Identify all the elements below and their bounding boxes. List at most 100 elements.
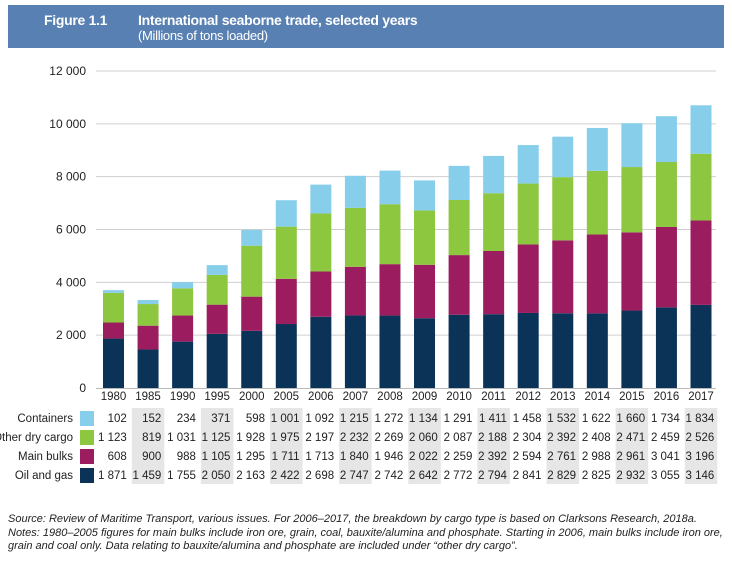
chart-title: International seaborne trade, selected y… <box>138 12 418 28</box>
data-label: 2 269 <box>374 432 403 444</box>
x-tick-label: 2013 <box>550 391 576 403</box>
bar-oil-and-gas <box>586 313 608 388</box>
table-column-shade <box>131 408 165 484</box>
data-label: 2 459 <box>651 432 680 444</box>
bar-other-dry-cargo <box>344 207 366 267</box>
bar-other-dry-cargo <box>275 226 297 279</box>
bar-oil-and-gas <box>690 304 712 388</box>
bar-main-bulks <box>344 266 366 316</box>
bar-other-dry-cargo <box>103 292 124 323</box>
x-tick-label: 1990 <box>170 391 196 403</box>
data-label: 1 532 <box>547 413 576 425</box>
footnotes: Source: Review of Maritime Transport, va… <box>8 513 724 554</box>
data-label: 371 <box>211 413 230 425</box>
data-label: 2 188 <box>478 432 507 444</box>
bar-other-dry-cargo <box>517 183 539 245</box>
data-label: 2 422 <box>271 470 300 482</box>
data-label: 1 001 <box>271 413 300 425</box>
bar-other-dry-cargo <box>241 245 263 297</box>
data-label: 3 055 <box>651 470 680 482</box>
data-label: 1 734 <box>651 413 680 425</box>
bar-other-dry-cargo <box>172 288 194 316</box>
table-column-shade <box>408 408 441 484</box>
notes-text: Notes: 1980–2005 figures for main bulks … <box>8 526 723 553</box>
data-label: 1 092 <box>305 413 334 425</box>
data-label: 2 197 <box>305 432 334 444</box>
data-label: 1 125 <box>202 432 231 444</box>
bar-containers <box>483 155 505 194</box>
data-label: 1 134 <box>409 413 438 425</box>
bar-oil-and-gas <box>517 312 539 388</box>
bar-main-bulks <box>172 315 194 342</box>
bar-other-dry-cargo <box>690 153 712 221</box>
data-label: 1 031 <box>167 432 196 444</box>
table-column-shade <box>684 408 718 484</box>
data-label: 2 825 <box>582 470 611 482</box>
data-label: 2 392 <box>547 432 576 444</box>
data-label: 2 163 <box>236 470 265 482</box>
data-label: 1 123 <box>98 432 127 444</box>
bar-containers <box>103 290 124 293</box>
bar-containers <box>414 180 436 211</box>
data-label: 2 304 <box>513 432 542 444</box>
bar-oil-and-gas <box>172 341 194 388</box>
data-label: 1 711 <box>272 451 300 463</box>
x-tick-label: 2009 <box>412 391 438 403</box>
table-column-shade <box>339 408 372 484</box>
data-label: 2 060 <box>409 432 438 444</box>
x-tick-label: 2011 <box>481 391 506 403</box>
data-label: 1 622 <box>582 413 611 425</box>
data-label: 1 105 <box>202 451 231 463</box>
stacked-bar-chart: 0 2 000 4 000 6 000 8 000 10 000 12 000 1980 198… <box>0 64 718 484</box>
bar-other-dry-cargo <box>379 204 401 265</box>
bar-containers <box>586 127 608 171</box>
bar-other-dry-cargo <box>621 167 643 233</box>
data-label: 2 022 <box>409 451 438 463</box>
bar-oil-and-gas <box>483 314 505 388</box>
bar-other-dry-cargo <box>552 177 574 241</box>
legend-label: Other dry cargo <box>0 432 73 444</box>
x-tick-label: 1995 <box>204 391 230 403</box>
bar-containers <box>517 145 539 184</box>
bar-main-bulks <box>103 322 124 339</box>
bar-other-dry-cargo <box>448 199 470 256</box>
legend-label: Containers <box>17 413 73 425</box>
bar-oil-and-gas <box>448 314 470 388</box>
bar-oil-and-gas <box>379 315 401 388</box>
data-label: 1 295 <box>236 451 265 463</box>
bar-other-dry-cargo <box>310 213 332 272</box>
data-label: 1 840 <box>340 451 369 463</box>
chart-subtitle: (Millions of tons loaded) <box>138 28 268 43</box>
data-label: 1 834 <box>685 413 714 425</box>
data-label: 2 594 <box>513 451 542 463</box>
legend-label: Oil and gas <box>15 470 73 482</box>
data-label: 1 755 <box>167 470 196 482</box>
bar-containers <box>206 265 228 275</box>
data-label: 1 411 <box>479 413 507 425</box>
data-label: 152 <box>142 413 161 425</box>
data-label: 2 526 <box>685 432 714 444</box>
bar-main-bulks <box>137 325 159 350</box>
bar-other-dry-cargo <box>586 170 608 235</box>
bar-containers <box>379 170 401 205</box>
bar-containers <box>690 105 712 154</box>
bar-oil-and-gas <box>414 318 436 388</box>
data-label: 1 928 <box>236 432 265 444</box>
data-label: 1 272 <box>374 413 403 425</box>
data-label: 2 988 <box>582 451 611 463</box>
legend-swatch <box>80 468 94 483</box>
bar-main-bulks <box>483 251 505 315</box>
data-label: 1 215 <box>340 413 369 425</box>
data-label: 3 041 <box>651 451 680 463</box>
y-tick-label: 12 000 <box>49 64 86 78</box>
data-label: 2 698 <box>305 470 334 482</box>
data-label: 988 <box>177 451 196 463</box>
table-column-shade <box>200 408 234 484</box>
legend-swatch <box>80 411 94 426</box>
bar-containers <box>137 300 159 305</box>
y-tick-label: 4 000 <box>56 275 86 289</box>
bar-main-bulks <box>690 220 712 305</box>
x-tick-label: 2000 <box>239 391 265 403</box>
bar-oil-and-gas <box>275 324 297 388</box>
data-label: 1 713 <box>305 451 334 463</box>
